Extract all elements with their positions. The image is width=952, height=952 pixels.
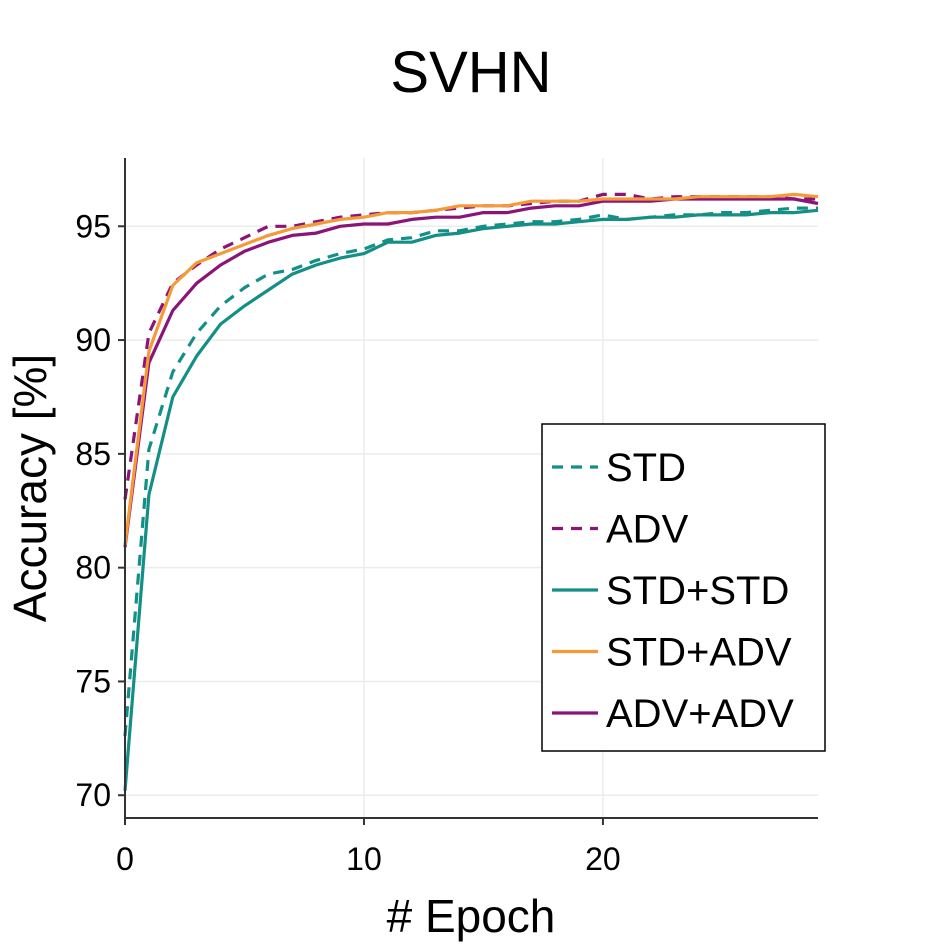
y-axis-label: Accuracy [%]: [4, 354, 56, 622]
y-tick-label-80: 80: [75, 550, 111, 586]
series-line-adv-plus-adv: [123, 197, 819, 548]
legend: STD ADV STD+STD STD+ADV ADV+ADV: [541, 423, 826, 752]
legend-label-adv-plus-adv: ADV+ADV: [606, 692, 794, 736]
y-tick-label-85: 85: [75, 436, 111, 472]
legend-label-adv: ADV: [606, 508, 689, 552]
x-tick-label-10: 10: [346, 841, 382, 877]
chart-title: SVHN: [390, 40, 551, 105]
y-tick-label-95: 95: [75, 208, 111, 244]
tick-labels: 70 75 80 85 90 95 0 10 20: [75, 208, 620, 877]
y-tick-label-90: 90: [75, 322, 111, 358]
series-line-std: [123, 206, 818, 737]
y-tick-label-75: 75: [75, 663, 111, 699]
legend-box: [541, 423, 826, 752]
legend-label-std-plus-std: STD+STD: [606, 569, 789, 613]
series-lines: [123, 192, 819, 791]
axes: [124, 158, 818, 819]
series-line-std-plus-adv: [123, 192, 819, 546]
x-tick-label-20: 20: [585, 841, 621, 877]
x-axis-label: # Epoch: [387, 890, 556, 942]
x-tick-label-0: 0: [116, 841, 134, 877]
legend-label-std-plus-adv: STD+ADV: [606, 631, 792, 675]
legend-label-std: STD: [606, 446, 686, 490]
y-tick-label-70: 70: [75, 777, 111, 813]
